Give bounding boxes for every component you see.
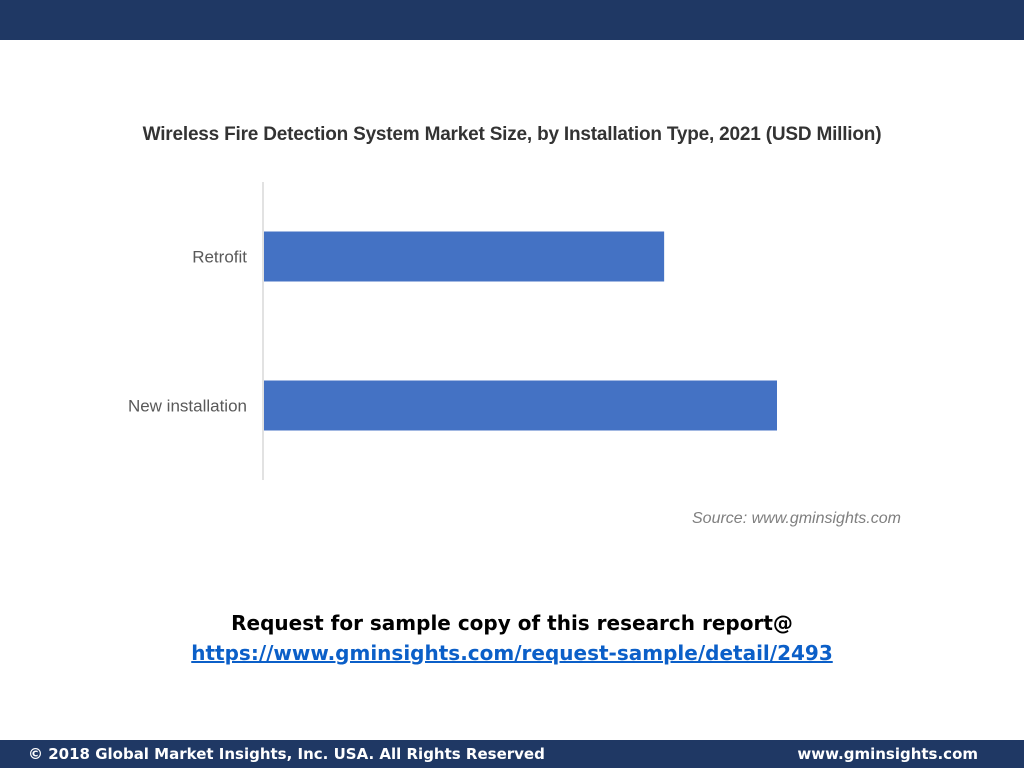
bar-new-installation bbox=[264, 380, 777, 431]
chart-source: Source: www.gminsights.com bbox=[692, 510, 901, 527]
category-label: Retrofit bbox=[192, 248, 247, 267]
sample-request-text: Request for sample copy of this research… bbox=[231, 611, 793, 635]
category-label: New installation bbox=[128, 397, 247, 416]
bar-retrofit bbox=[264, 231, 665, 282]
footer-website[interactable]: www.gminsights.com bbox=[797, 745, 978, 763]
sample-request: Request for sample copy of this research… bbox=[0, 608, 1024, 668]
chart-title: Wireless Fire Detection System Market Si… bbox=[142, 124, 882, 145]
header-bar bbox=[0, 0, 1024, 40]
bar-chart: Retrofit New installation bbox=[128, 182, 777, 480]
sample-request-link[interactable]: https://www.gminsights.com/request-sampl… bbox=[191, 641, 833, 665]
footer-bar: © 2018 Global Market Insights, Inc. USA.… bbox=[0, 740, 1024, 768]
footer-copyright: © 2018 Global Market Insights, Inc. USA.… bbox=[28, 745, 545, 763]
